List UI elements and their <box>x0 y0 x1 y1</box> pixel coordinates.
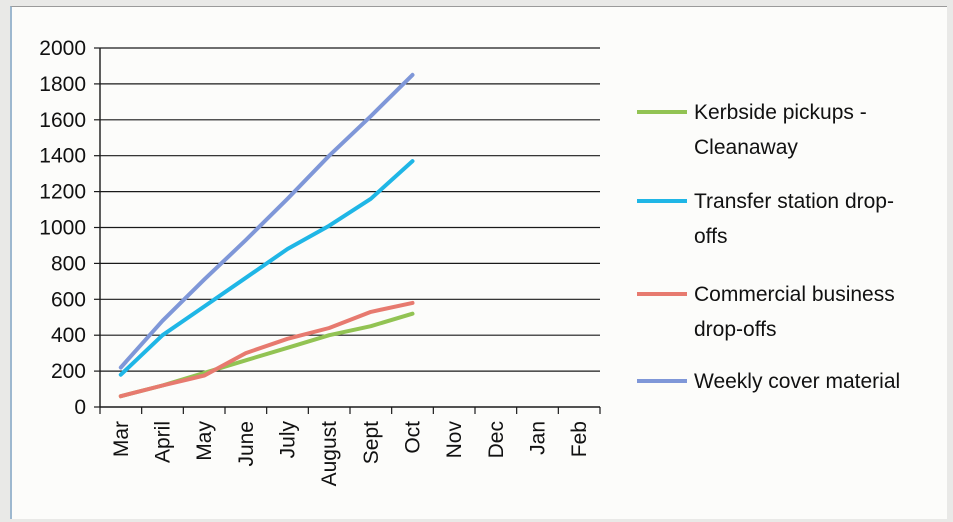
y-tick-label: 1000 <box>39 217 86 240</box>
y-tick-label: 1400 <box>39 145 86 168</box>
x-tick-label: Oct <box>402 421 425 454</box>
x-tick-label: August <box>318 421 341 487</box>
x-tick-label: July <box>277 421 300 459</box>
legend-label: offs <box>694 225 727 248</box>
series-line <box>118 300 415 399</box>
x-tick-label: Jan <box>527 421 550 455</box>
series-line <box>118 159 415 377</box>
y-tick-label: 800 <box>51 252 86 275</box>
legend-label: Weekly cover material <box>694 370 900 393</box>
legend: Kerbside pickups - Cleanaway Transfer stat… <box>637 101 900 393</box>
y-tick-label: 0 <box>74 396 86 419</box>
axes: 0 200 400 600 800 1000 1200 1400 1600 1800 2000 Mar… <box>39 37 601 487</box>
chart-frame: 0 200 400 600 800 1000 1200 1400 1600 1800 2000 Mar… <box>10 6 947 519</box>
y-tick-label: 2000 <box>39 37 86 60</box>
legend-label: Cleanaway <box>694 136 798 159</box>
x-tick-label: Nov <box>443 421 466 459</box>
y-tick-label: 200 <box>51 360 86 383</box>
legend-label: Kerbside pickups - <box>694 101 867 124</box>
x-tick-label: Sept <box>360 421 383 464</box>
line-chart: 0 200 400 600 800 1000 1200 1400 1600 1800 2000 Mar… <box>39 37 900 487</box>
y-tick-label: 1600 <box>39 109 86 132</box>
x-tick-label: Mar <box>110 421 133 457</box>
legend-label: Commercial business <box>694 283 895 306</box>
y-tick-label: 1200 <box>39 181 86 204</box>
y-tick-label: 1800 <box>39 73 86 96</box>
x-tick-label: Feb <box>568 421 591 457</box>
x-tick-label: June <box>235 421 258 467</box>
x-tick-label: Dec <box>485 421 508 458</box>
series-lines <box>118 72 415 399</box>
legend-label: drop-offs <box>694 318 777 341</box>
y-tick-label: 400 <box>51 324 86 347</box>
legend-label: Transfer station drop- <box>694 190 894 213</box>
series-line <box>118 72 415 370</box>
x-tick-label: May <box>193 421 216 461</box>
y-tick-label: 600 <box>51 288 86 311</box>
gridlines <box>100 47 600 372</box>
x-tick-label: April <box>152 421 175 463</box>
